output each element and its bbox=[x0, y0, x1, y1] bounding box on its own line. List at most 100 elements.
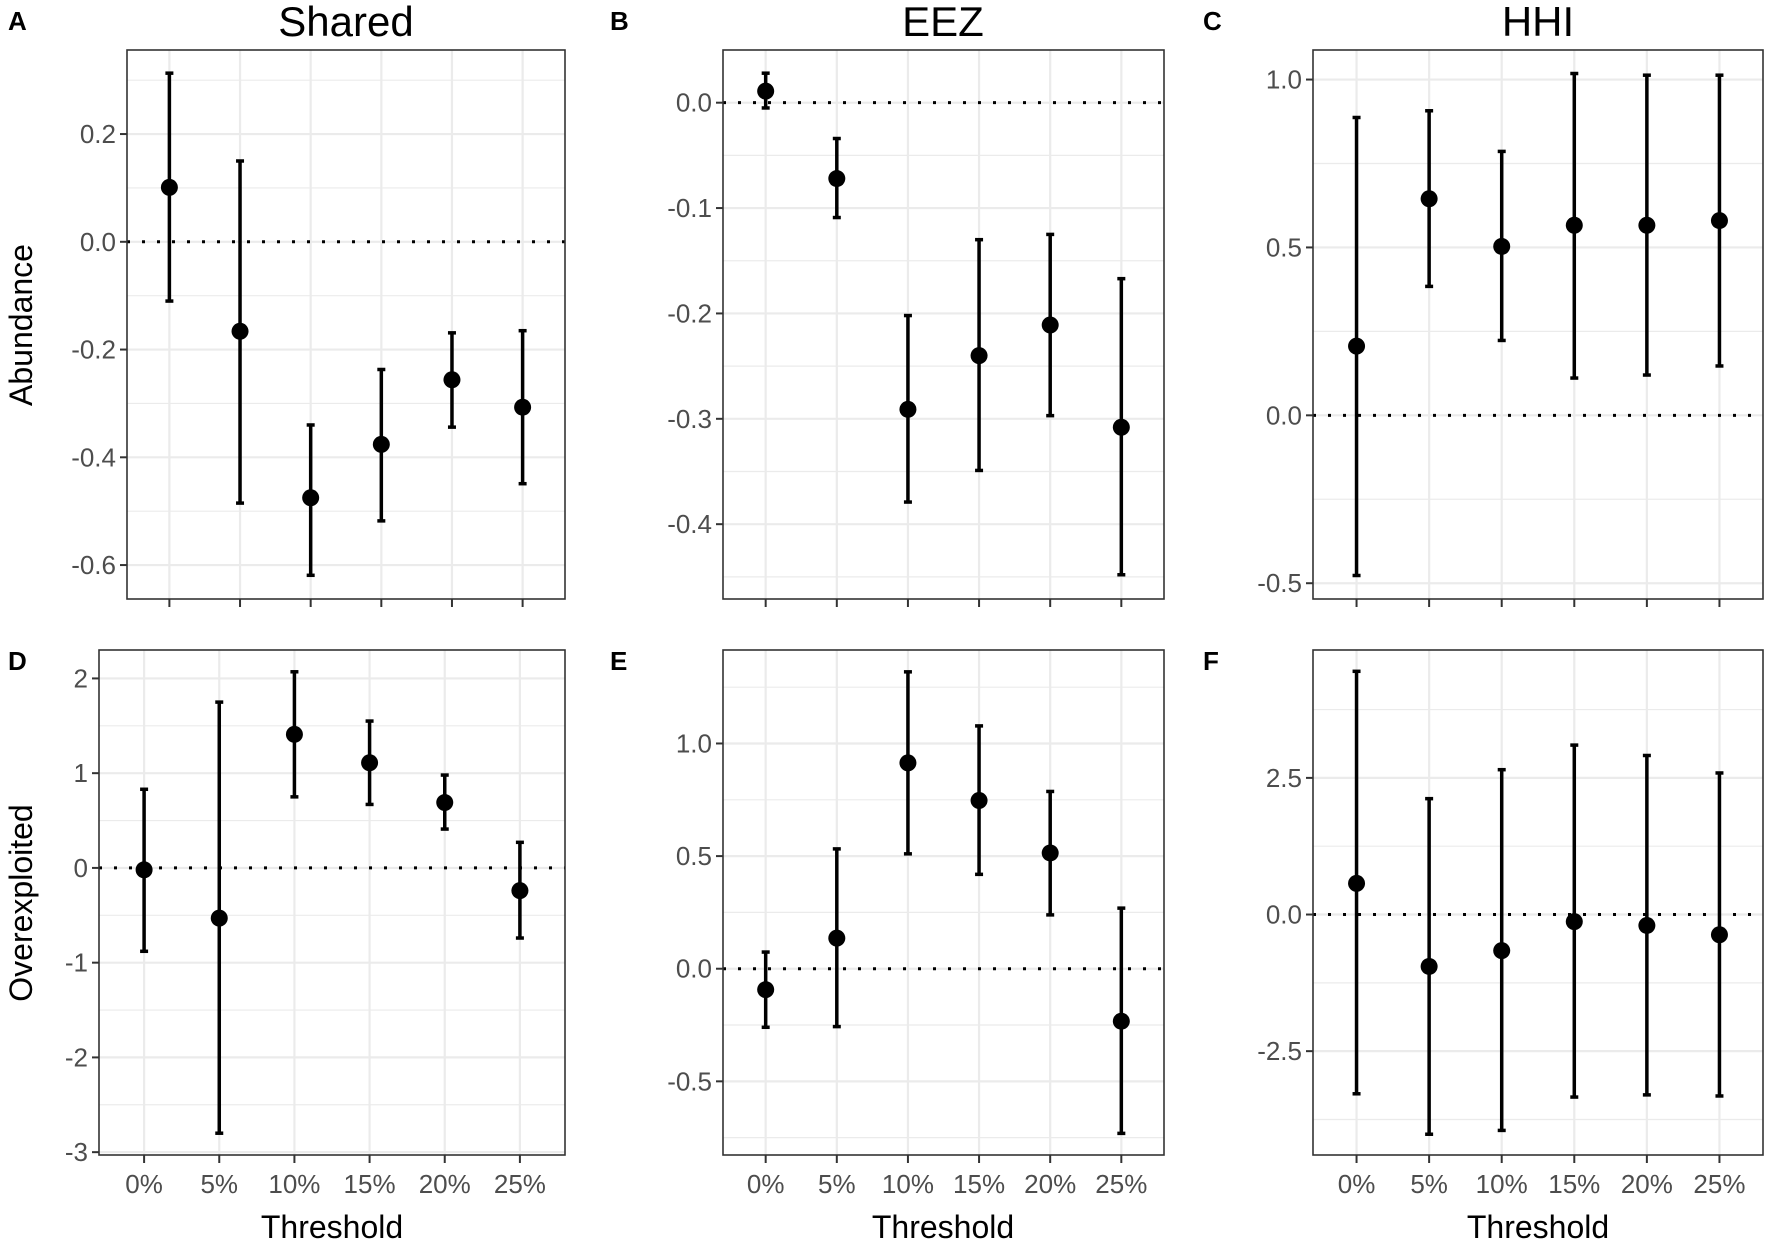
estimate-point bbox=[302, 489, 320, 507]
y-tick-label: 0.5 bbox=[1266, 232, 1302, 262]
x-tick-label: 20% bbox=[1024, 1169, 1076, 1199]
y-tick-label: -0.4 bbox=[667, 509, 712, 539]
column-title-shared: Shared bbox=[278, 0, 413, 45]
x-axis-title-eez: Threshold bbox=[872, 1209, 1014, 1245]
estimate-point bbox=[1493, 237, 1511, 255]
column-title-hhi: HHI bbox=[1502, 0, 1574, 45]
panel-letter: F bbox=[1203, 646, 1219, 676]
estimate-point bbox=[1041, 844, 1059, 862]
panel-background bbox=[723, 650, 1164, 1155]
x-tick-label: 25% bbox=[1095, 1169, 1147, 1199]
y-tick-label: 0.0 bbox=[676, 88, 712, 118]
estimate-point bbox=[231, 322, 249, 340]
panel-e: 1.0 0.5 0.0 -0.5 0% 5% 10% 15% 20% 25% E bbox=[610, 646, 1165, 1199]
x-tick-label: 15% bbox=[1548, 1169, 1600, 1199]
estimate-point bbox=[1638, 916, 1656, 934]
y-tick-label: 1 bbox=[74, 758, 88, 788]
y-tick-label: -0.5 bbox=[667, 1066, 712, 1096]
estimate-point bbox=[1710, 926, 1728, 944]
estimate-point bbox=[1420, 957, 1438, 975]
panel-f: 2.5 0.0 -2.5 0% 5% 10% 15% 20% 25% F bbox=[1203, 646, 1764, 1199]
y-tick-label: 0.0 bbox=[80, 227, 116, 257]
panel-d: 2 1 0 -1 -2 -3 0% 5% 10% 15% 20% 25% D bbox=[8, 646, 566, 1199]
estimate-point bbox=[1638, 216, 1656, 234]
estimate-point bbox=[135, 861, 153, 879]
estimate-point bbox=[970, 791, 988, 809]
y-tick-label: -3 bbox=[65, 1137, 88, 1167]
panel-background bbox=[1313, 50, 1763, 599]
estimate-point bbox=[828, 929, 846, 947]
estimate-point bbox=[1565, 913, 1583, 931]
estimate-point bbox=[1112, 1012, 1130, 1030]
x-tick-label: 15% bbox=[344, 1169, 396, 1199]
x-tick-label: 25% bbox=[494, 1169, 546, 1199]
x-tick-label: 10% bbox=[268, 1169, 320, 1199]
y-tick-label: 0.0 bbox=[1266, 400, 1302, 430]
estimate-point bbox=[757, 981, 775, 999]
row-label-abundance: Abundance bbox=[3, 244, 39, 406]
x-tick-label: 15% bbox=[953, 1169, 1005, 1199]
estimate-point bbox=[828, 170, 846, 188]
estimate-point bbox=[1420, 190, 1438, 208]
panel-a: 0.2 0.0 -0.2 -0.4 -0.6 A bbox=[8, 6, 566, 607]
estimate-point bbox=[210, 909, 228, 927]
estimate-point bbox=[361, 754, 379, 772]
estimate-point bbox=[511, 882, 529, 900]
y-tick-label: 0.5 bbox=[676, 841, 712, 871]
estimate-point bbox=[899, 400, 917, 418]
panel-border bbox=[1312, 49, 1764, 600]
estimate-point bbox=[1348, 337, 1366, 355]
panel-letter: A bbox=[8, 6, 27, 36]
estimate-point bbox=[285, 725, 303, 743]
y-tick-label: -0.4 bbox=[71, 442, 116, 472]
x-tick-label: 5% bbox=[818, 1169, 856, 1199]
estimate-point bbox=[1565, 216, 1583, 234]
panel-background bbox=[127, 50, 565, 599]
panel-border bbox=[1312, 649, 1764, 1156]
column-title-eez: EEZ bbox=[902, 0, 984, 45]
estimate-point bbox=[436, 794, 454, 812]
y-tick-label: -0.2 bbox=[71, 335, 116, 365]
panel-border bbox=[722, 649, 1165, 1156]
panel-background bbox=[1313, 650, 1763, 1155]
x-axis-title-hhi: Threshold bbox=[1467, 1209, 1609, 1245]
x-tick-label: 10% bbox=[1476, 1169, 1528, 1199]
y-tick-label: -0.6 bbox=[71, 550, 116, 580]
estimate-point bbox=[970, 347, 988, 365]
x-tick-label: 0% bbox=[125, 1169, 163, 1199]
x-tick-label: 20% bbox=[1621, 1169, 1673, 1199]
x-tick-label: 0% bbox=[1338, 1169, 1376, 1199]
estimate-point bbox=[1041, 316, 1059, 334]
y-tick-label: -0.3 bbox=[667, 404, 712, 434]
y-tick-label: -0.1 bbox=[667, 193, 712, 223]
panel-border bbox=[126, 49, 566, 600]
x-tick-label: 25% bbox=[1693, 1169, 1745, 1199]
estimate-point bbox=[1710, 212, 1728, 230]
y-tick-label: 2.5 bbox=[1266, 763, 1302, 793]
estimate-point bbox=[1348, 874, 1366, 892]
panel-letter: E bbox=[610, 646, 627, 676]
panel-border bbox=[98, 649, 566, 1156]
x-tick-label: 20% bbox=[419, 1169, 471, 1199]
estimate-point bbox=[757, 82, 775, 100]
x-tick-label: 5% bbox=[1410, 1169, 1448, 1199]
x-tick-label: 5% bbox=[200, 1169, 238, 1199]
estimate-point bbox=[443, 371, 461, 389]
y-tick-label: 0 bbox=[74, 853, 88, 883]
estimate-point bbox=[1493, 942, 1511, 960]
panel-background bbox=[99, 650, 565, 1155]
y-tick-label: -2.5 bbox=[1257, 1036, 1302, 1066]
y-tick-label: 1.0 bbox=[1266, 65, 1302, 95]
estimate-point bbox=[899, 754, 917, 772]
panel-background bbox=[723, 50, 1164, 599]
panel-b: 0.0 -0.1 -0.2 -0.3 -0.4 B bbox=[610, 6, 1165, 607]
panel-letter: B bbox=[610, 6, 629, 36]
y-tick-label: -0.5 bbox=[1257, 568, 1302, 598]
estimate-point bbox=[160, 178, 178, 196]
x-tick-label: 10% bbox=[882, 1169, 934, 1199]
estimate-point bbox=[514, 398, 532, 416]
y-tick-label: -2 bbox=[65, 1042, 88, 1072]
estimate-point bbox=[372, 435, 390, 453]
estimate-point bbox=[1112, 418, 1130, 436]
